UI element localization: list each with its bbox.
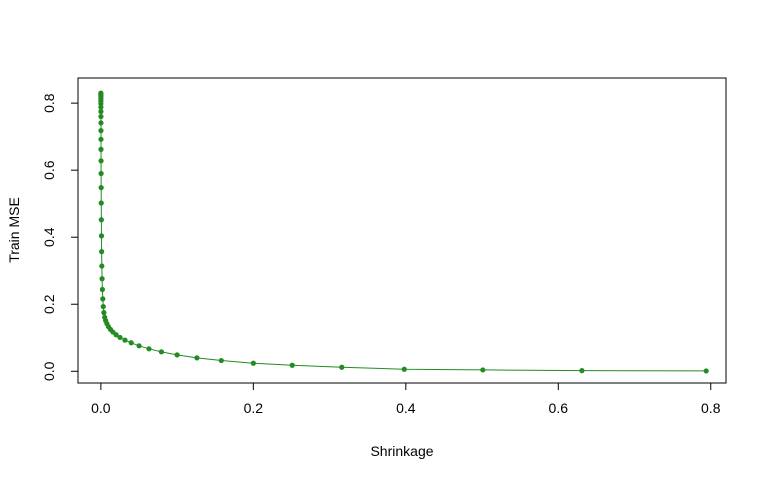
x-tick-label: 0.0 — [91, 400, 111, 416]
data-point — [98, 185, 104, 191]
data-point — [98, 200, 104, 206]
x-tick-label: 0.4 — [396, 400, 416, 416]
series-polyline — [100, 93, 707, 372]
data-point — [480, 367, 486, 373]
data-point — [101, 310, 107, 316]
data-point — [98, 136, 104, 142]
y-tick-label: 0.4 — [41, 227, 57, 247]
data-point — [98, 170, 104, 177]
plot-box — [77, 77, 727, 384]
data-point — [401, 366, 407, 372]
data-point — [98, 104, 104, 110]
y-tick-label: 0.8 — [41, 93, 57, 113]
x-tick-label: 0.8 — [701, 400, 721, 416]
data-point — [98, 108, 104, 115]
data-point — [98, 158, 104, 164]
data-point — [194, 355, 200, 361]
x-tick-label: 0.6 — [549, 400, 569, 416]
data-point — [289, 362, 295, 368]
data-point — [98, 120, 104, 126]
data-point — [98, 217, 104, 223]
data-point — [98, 113, 104, 120]
y-axis-title: Train MSE — [6, 197, 22, 263]
y-tick-label: 0.6 — [41, 160, 57, 180]
data-point — [174, 352, 180, 358]
data-point — [117, 334, 123, 341]
y-axis: 0.0 0.2 0.4 0.6 0.8 — [41, 93, 79, 381]
y-tick-label: 0.2 — [41, 294, 57, 314]
data-point — [99, 286, 105, 293]
y-tick-label: 0.0 — [41, 361, 57, 381]
data-point — [146, 346, 152, 352]
series-line — [100, 93, 707, 372]
series-points — [98, 90, 709, 374]
data-point — [339, 364, 345, 370]
data-point — [100, 303, 106, 310]
x-tick-label: 0.2 — [244, 400, 264, 416]
data-point — [250, 360, 256, 366]
data-point — [98, 128, 104, 134]
data-point — [136, 343, 142, 349]
data-point — [99, 276, 105, 282]
data-point — [122, 337, 128, 343]
x-axis: 0.0 0.2 0.4 0.6 0.8 — [91, 382, 721, 416]
data-point — [98, 146, 104, 152]
data-point — [579, 368, 585, 374]
data-point — [113, 332, 119, 338]
data-point — [99, 263, 105, 269]
data-point — [128, 340, 134, 346]
data-point — [98, 233, 105, 239]
data-point — [100, 296, 106, 302]
x-axis-title: Shrinkage — [370, 443, 433, 459]
data-point — [703, 368, 709, 374]
data-point — [218, 357, 224, 364]
data-point — [99, 249, 105, 255]
data-point — [158, 349, 164, 355]
